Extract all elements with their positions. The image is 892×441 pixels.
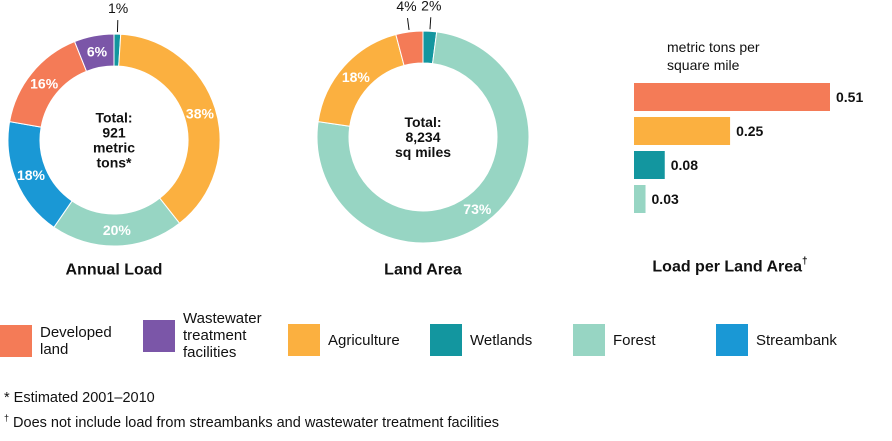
legend-item-agriculture: Agriculture [288,324,400,356]
donut-slice-developed [395,30,424,67]
legend-label-forest: Forest [613,331,656,349]
legend-swatch-developed [0,325,32,357]
donut-center-label: tons* [97,155,133,171]
slice-label-forest: 20% [103,222,132,238]
legend-label-wetlands: Wetlands [470,331,533,349]
bar-value-label-developed: 0.51 [836,89,863,105]
legend-swatch-wastewater [143,319,175,352]
slice-label-wetlands: 2% [421,0,441,13]
footnote-estimated: * Estimated 2001–2010 [4,390,155,406]
slice-label-developed: 16% [30,75,59,91]
footnote-dagger-text: Does not include load from streambanks a… [9,414,500,431]
donut-title: Land Area [384,262,462,279]
legend-label-wastewater: Wastewater treatment facilities [183,310,262,361]
legend-item-forest: Forest [573,324,656,356]
donut-center-label: 921 [102,125,126,141]
bar-forest [634,185,646,213]
charts-area: 1%38%20%18%16%6%Total:921metrictons*Annu… [7,0,863,279]
leader-line-developed [407,17,410,30]
bar-value-label-agriculture: 0.25 [736,123,763,139]
legend-item-streambank: Streambank [716,324,837,356]
donut-center-label: Total: [404,114,441,130]
legend-swatch-agriculture [288,324,320,356]
donut-slice-agriculture [118,33,221,225]
slice-label-developed: 4% [396,0,416,14]
dagger-mark: † [4,413,10,423]
footnote-dagger: † Does not include load from streambanks… [4,408,499,433]
bar-unit-label: metric tons per [667,39,760,55]
legend-item-wastewater: Wastewater treatment facilities [143,310,262,361]
legend-item-wetlands: Wetlands [430,324,532,356]
slice-label-agriculture: 18% [342,69,371,85]
donut-center-label: 8,234 [405,129,440,145]
bar-agriculture [634,117,731,145]
legend-item-developed: Developed land [0,324,112,358]
donut-center-label: metric [93,140,135,156]
donut-title: Annual Load [66,262,163,279]
slice-label-streambank: 18% [17,167,46,183]
bar-title-dagger: † [802,256,808,267]
slice-label-wetlands: 1% [108,0,128,16]
bar-unit-label: square mile [667,57,740,73]
legend: Developed land Wastewater treatment faci… [0,310,892,370]
donut-slice-wastewater [73,33,115,72]
bar-chart-title: Load per Land Area† [652,256,807,276]
slice-label-forest: 73% [463,201,492,217]
footnotes: * Estimated 2001–2010 † Does not include… [4,388,499,433]
slice-label-agriculture: 38% [186,105,215,121]
legend-label-agriculture: Agriculture [328,331,400,349]
donut-center-label: sq miles [395,144,451,160]
bar-value-label-wetlands: 0.08 [671,157,698,173]
legend-swatch-wetlands [430,324,462,356]
slice-label-wastewater: 6% [87,44,108,60]
bar-wetlands [634,151,665,179]
legend-swatch-streambank [716,324,748,356]
donut-slice-forest [316,31,530,244]
load-per-area-bar-chart: metric tons per square mile 0.51 0.25 0.08 0.… [634,39,863,276]
bar-developed [634,83,830,111]
legend-label-streambank: Streambank [756,331,837,349]
donut-center-label: Total: [95,110,132,126]
legend-label-developed: Developed land [40,324,112,358]
leader-line-wetlands [429,17,432,30]
bar-value-label-forest: 0.03 [652,191,679,207]
legend-swatch-forest [573,324,605,356]
